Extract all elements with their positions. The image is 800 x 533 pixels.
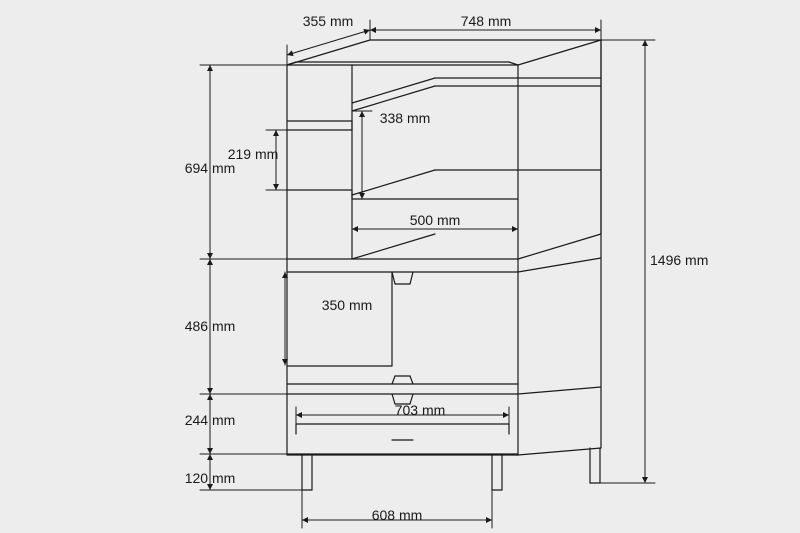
dim-right-1496: 1496 mm: [650, 252, 708, 268]
dim-width-748: 748 mm: [461, 13, 512, 29]
drawing-stage: 355 mm 748 mm 338 mm 694 mm219 mm 500 mm 1496…: [0, 0, 800, 533]
dim-left-244: 244 mm: [185, 412, 236, 428]
dim-door-350: 350 mm: [322, 297, 373, 313]
dim-shelf-219: 219 mm: [228, 146, 279, 162]
dim-base-608: 608 mm: [372, 507, 423, 523]
dim-left-486: 486 mm: [185, 318, 236, 334]
dim-drawer-703: 703 mm: [395, 402, 446, 418]
dim-left-120: 120 mm: [185, 470, 236, 486]
dim-shelf-338: 338 mm: [380, 110, 431, 126]
dim-depth-355: 355 mm: [303, 13, 354, 29]
dim-left-694: 694 mm: [185, 160, 236, 176]
dim-width-500: 500 mm: [410, 212, 461, 228]
